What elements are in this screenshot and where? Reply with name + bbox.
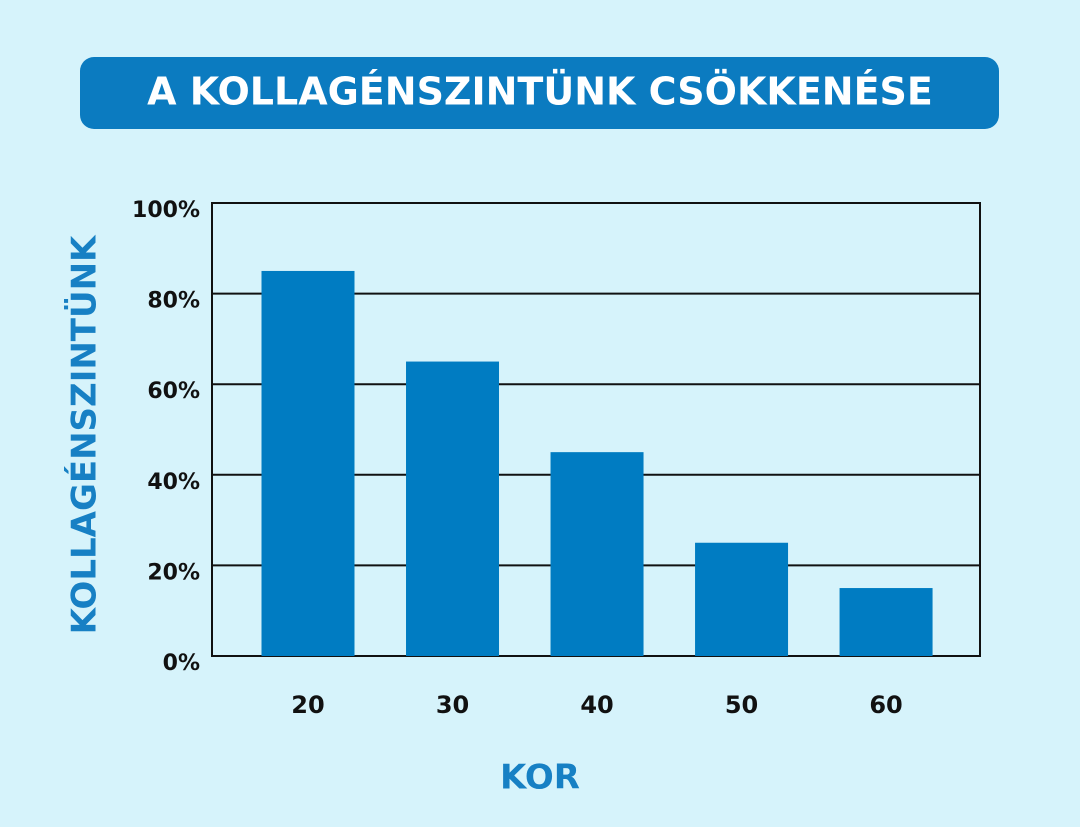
x-tick-label: 40 [580,691,613,719]
title-box [80,57,999,129]
bar [839,588,933,656]
y-tick-label: 100% [132,198,200,223]
bar [406,361,500,656]
y-axis-label: KOLLAGÉNSZINTÜNK [64,234,105,634]
bar [261,270,355,656]
x-tick-label: 30 [436,691,469,719]
x-tick-label: 50 [725,691,758,719]
x-axis-label: KOR [500,758,580,798]
bar [695,542,789,656]
y-tick-label: 40% [147,470,200,495]
chart-title: A KOLLAGÉNSZINTÜNK CSÖKKENÉSE [147,70,933,114]
y-tick-label: 20% [147,560,200,585]
y-tick-label: 0% [163,651,200,676]
x-tick-label: 60 [869,691,902,719]
bar [550,452,644,656]
y-tick-label: 60% [147,379,200,404]
x-tick-label: 20 [291,691,324,719]
y-tick-label: 80% [147,289,200,314]
